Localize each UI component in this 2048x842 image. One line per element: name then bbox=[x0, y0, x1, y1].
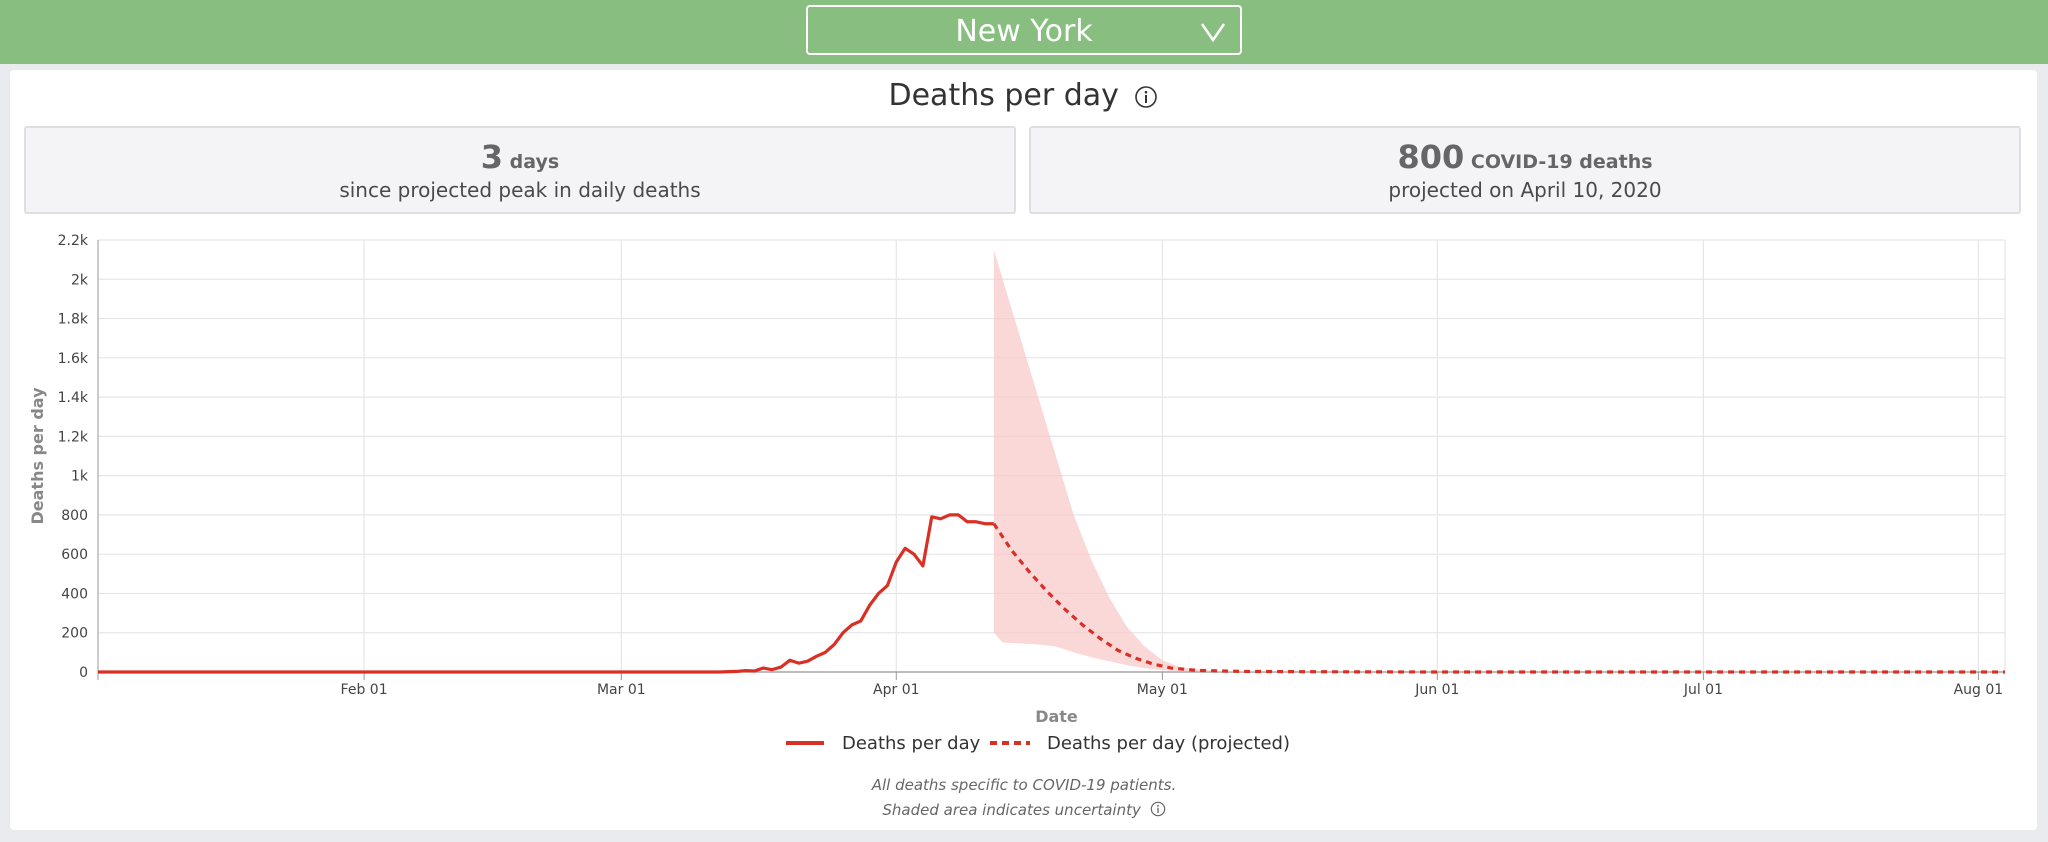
y-tick-label: 600 bbox=[61, 547, 88, 563]
stat-days-value: 3 bbox=[480, 138, 504, 176]
y-tick-label: 800 bbox=[61, 508, 88, 524]
x-tick-label: Feb 01 bbox=[341, 682, 388, 698]
series-line-actual bbox=[98, 513, 994, 674]
y-tick-label: 200 bbox=[61, 626, 88, 642]
footnote-uncertainty-text: Shaded area indicates uncertainty bbox=[882, 801, 1141, 819]
uncertainty-band bbox=[993, 249, 1287, 672]
y-tick-label: 1k bbox=[71, 469, 89, 485]
y-tick-label: 1.6k bbox=[58, 351, 89, 367]
stat-deaths-caption: projected on April 10, 2020 bbox=[1388, 178, 1662, 202]
stat-days-unit: days bbox=[509, 151, 560, 173]
stat-deaths-value: 800 bbox=[1397, 138, 1465, 176]
stat-deaths-unit: COVID-19 deaths bbox=[1470, 151, 1653, 173]
stat-projected-deaths: 800 COVID-19 deaths projected on April 1… bbox=[1029, 126, 2021, 214]
y-tick-label: 1.8k bbox=[58, 312, 89, 328]
legend-label-projected: Deaths per day (projected) bbox=[1047, 733, 1290, 754]
y-tick-label: 1.2k bbox=[58, 429, 89, 445]
deaths-per-day-chart: 0 200 400 600 800 1k 1.2k 1.4k 1.6k 1.8k 2k 2.2k Feb… bbox=[28, 233, 2006, 754]
chevron-down-icon bbox=[1200, 23, 1226, 43]
x-tick-label: Aug 01 bbox=[1954, 682, 2004, 698]
legend-label-actual: Deaths per day bbox=[842, 733, 981, 754]
y-tick-label: 0 bbox=[79, 665, 88, 681]
info-icon[interactable] bbox=[1134, 85, 1158, 109]
top-bar: New York bbox=[0, 0, 2048, 64]
x-tick-label: Jul 01 bbox=[1683, 682, 1723, 698]
series-line-projected bbox=[992, 522, 2005, 674]
location-label: New York bbox=[955, 14, 1093, 49]
footnote-deaths: All deaths specific to COVID-19 patients… bbox=[871, 776, 1177, 794]
y-tick-label: 400 bbox=[61, 586, 88, 602]
x-tick-label: Jun 01 bbox=[1414, 682, 1459, 698]
page-title-text: Deaths per day bbox=[888, 78, 1119, 113]
y-tick-label: 1.4k bbox=[58, 390, 89, 406]
stat-days-caption: since projected peak in daily deaths bbox=[339, 178, 701, 202]
info-icon[interactable] bbox=[1150, 801, 1166, 817]
page-title: Deaths per day bbox=[10, 78, 2037, 113]
y-tick-label: 2.2k bbox=[58, 233, 89, 249]
x-tick-label: Mar 01 bbox=[597, 682, 646, 698]
x-tick-label: Apr 01 bbox=[873, 682, 919, 698]
x-axis-title: Date bbox=[1035, 707, 1078, 726]
y-axis-title: Deaths per day bbox=[28, 387, 47, 525]
footnote-uncertainty: Shaded area indicates uncertainty bbox=[0, 801, 2048, 819]
location-dropdown[interactable]: New York bbox=[806, 5, 1242, 55]
x-tick-label: May 01 bbox=[1137, 682, 1188, 698]
y-tick-label: 2k bbox=[71, 272, 89, 288]
stat-days-since-peak: 3 days since projected peak in daily dea… bbox=[24, 126, 1016, 214]
